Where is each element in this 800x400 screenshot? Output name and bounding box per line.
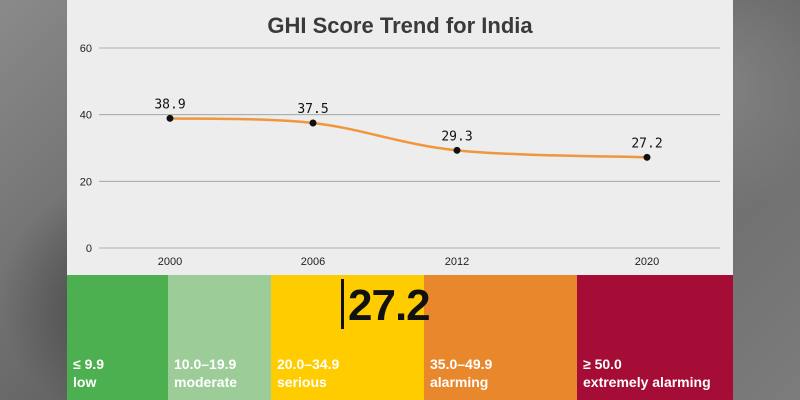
data-point	[453, 146, 461, 154]
score-marker	[341, 279, 344, 329]
y-axis: 0 20 40 60	[80, 43, 92, 255]
x-tick-label: 2000	[158, 256, 182, 268]
data-label: 38.9	[154, 97, 185, 112]
y-tick-label: 40	[80, 110, 92, 122]
x-axis: 2000 2006 2012 2020	[158, 256, 659, 268]
severity-label: alarming	[430, 374, 489, 390]
severity-label: moderate	[174, 374, 238, 390]
data-point	[643, 153, 651, 161]
y-tick-label: 20	[80, 176, 92, 188]
data-label: 29.3	[441, 129, 472, 144]
data-label: 27.2	[631, 136, 662, 151]
severity-band: ≤ 9.9 low	[67, 275, 168, 400]
severity-label: low	[73, 374, 97, 390]
data-labels: 38.9 37.5 29.3 27.2	[154, 97, 662, 151]
data-label: 37.5	[297, 102, 328, 117]
severity-range: 20.0–34.9	[277, 356, 340, 372]
severity-band: 35.0–49.9 alarming	[424, 275, 577, 400]
severity-range: 35.0–49.9	[430, 356, 493, 372]
severity-range: ≤ 9.9	[73, 356, 105, 372]
severity-label: serious	[277, 374, 327, 390]
severity-range: 10.0–19.9	[174, 356, 237, 372]
chart-title: GHI Score Trend for India	[267, 13, 533, 38]
series-line	[169, 117, 648, 159]
current-score: 27.2	[348, 281, 431, 330]
x-tick-label: 2012	[445, 256, 469, 268]
data-points	[166, 114, 651, 161]
y-tick-label: 0	[86, 243, 92, 255]
severity-band: ≥ 50.0 extremely alarming	[577, 275, 733, 400]
grid-layer	[99, 47, 720, 249]
x-tick-label: 2020	[635, 256, 659, 268]
severity-band: 10.0–19.9 moderate	[168, 275, 271, 400]
y-tick-label: 60	[80, 43, 92, 55]
severity-band: 20.0–34.9 serious	[271, 275, 424, 400]
line-chart: 0 20 40 60 2000 2006 2012 2020 38.9 37.5 29.3 27.…	[80, 43, 720, 268]
data-point	[309, 119, 317, 127]
severity-label: extremely alarming	[583, 374, 711, 390]
x-tick-label: 2006	[301, 256, 325, 268]
data-point	[166, 114, 174, 122]
severity-range: ≥ 50.0	[583, 356, 622, 372]
